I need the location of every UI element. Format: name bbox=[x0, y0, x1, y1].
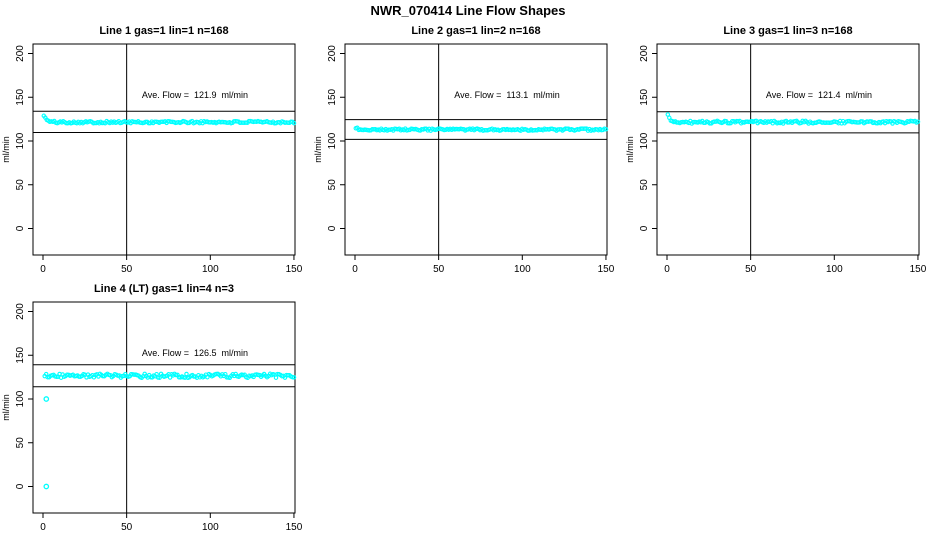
x-tick-label: 0 bbox=[664, 264, 670, 275]
x-tick-label: 100 bbox=[202, 522, 219, 533]
panel-line3: 0 50 100 150 200 0 50 100 150 ml/min Line 3 gas=1… bbox=[624, 18, 926, 280]
panel-title-line2: Line 2 gas=1 lin=2 n=168 bbox=[411, 25, 541, 37]
x-tick-label: 150 bbox=[598, 264, 614, 275]
data-points bbox=[42, 371, 297, 490]
panel-title-line3: Line 3 gas=1 lin=3 n=168 bbox=[723, 25, 853, 37]
y-tick-label: 100 bbox=[327, 132, 338, 149]
y-tick-label: 150 bbox=[639, 88, 650, 105]
y-tick-label: 150 bbox=[15, 88, 26, 105]
plot-line4: 0 50 100 150 200 0 50 100 150 ml/min bbox=[1, 301, 302, 533]
x-tick-label: 100 bbox=[826, 264, 843, 275]
y-tick-label: 200 bbox=[15, 45, 26, 62]
x-tick-label: 50 bbox=[433, 264, 445, 275]
y-tick-label: 100 bbox=[15, 132, 26, 149]
panel-line2: 0 50 100 150 200 0 50 100 150 ml/min Line 2 gas=1… bbox=[312, 18, 614, 280]
x-tick-label: 50 bbox=[121, 264, 133, 275]
x-tick-label: 0 bbox=[40, 264, 46, 275]
y-tick-label: 50 bbox=[639, 179, 650, 191]
x-tick-label: 150 bbox=[286, 522, 302, 533]
y-tick-label: 150 bbox=[327, 88, 338, 105]
y-tick-label: 0 bbox=[15, 483, 26, 489]
y-axis-label: ml/min bbox=[625, 136, 635, 163]
data-points bbox=[665, 112, 921, 126]
y-tick-label: 100 bbox=[15, 390, 26, 407]
y-tick-label: 50 bbox=[15, 179, 26, 191]
panel-title-line4: Line 4 (LT) gas=1 lin=4 n=3 bbox=[93, 283, 235, 295]
ave-flow-annotation-line4: Ave. Flow = 126.5 ml/min bbox=[141, 348, 249, 358]
ave-flow-annotation-line2: Ave. Flow = 113.1 ml/min bbox=[454, 90, 560, 100]
plot-line3: 0 50 100 150 200 0 50 100 150 ml/min bbox=[625, 43, 926, 275]
x-tick-label: 50 bbox=[745, 264, 757, 275]
y-axis-label: ml/min bbox=[1, 136, 11, 163]
x-tick-label: 100 bbox=[202, 264, 219, 275]
y-tick-label: 150 bbox=[15, 346, 26, 363]
plot-box bbox=[32, 301, 296, 514]
y-tick-label: 0 bbox=[639, 225, 650, 231]
y-tick-label: 100 bbox=[639, 132, 650, 149]
outlier-point bbox=[43, 396, 50, 402]
y-tick-label: 200 bbox=[15, 303, 26, 320]
panel-title-line1: Line 1 gas=1 lin=1 n=168 bbox=[99, 25, 229, 37]
y-tick-label: 0 bbox=[327, 225, 338, 231]
y-tick-label: 0 bbox=[15, 225, 26, 231]
plot-box bbox=[344, 43, 608, 256]
y-tick-label: 50 bbox=[15, 437, 26, 449]
x-tick-label: 0 bbox=[352, 264, 358, 275]
x-tick-label: 100 bbox=[514, 264, 531, 275]
data-points bbox=[353, 125, 609, 133]
plot-box bbox=[656, 43, 920, 256]
y-axis-label: ml/min bbox=[1, 394, 11, 421]
y-tick-label: 200 bbox=[639, 45, 650, 62]
x-tick-label: 150 bbox=[286, 264, 302, 275]
plot-box bbox=[32, 43, 296, 256]
y-axis-label: ml/min bbox=[313, 136, 323, 163]
data-points bbox=[41, 113, 297, 126]
ave-flow-annotation-line3: Ave. Flow = 121.4 ml/min bbox=[765, 90, 873, 100]
ave-flow-annotation-line1: Ave. Flow = 121.9 ml/min bbox=[141, 90, 249, 100]
x-tick-label: 0 bbox=[40, 522, 46, 533]
plot-line2: 0 50 100 150 200 0 50 100 150 ml/min bbox=[313, 43, 614, 275]
x-tick-label: 50 bbox=[121, 522, 133, 533]
panel-line1: 0 50 100 150 200 0 50 100 150 ml/min Line 1 gas=1… bbox=[0, 18, 302, 280]
x-tick-label: 150 bbox=[910, 264, 926, 275]
panel-line4: 0 50 100 150 200 0 50 100 150 ml/min Line 4 (LT) … bbox=[0, 276, 302, 538]
outlier-point bbox=[43, 483, 50, 490]
plot-line1: 0 50 100 150 200 0 50 100 150 ml/min bbox=[1, 43, 302, 275]
figure-title: NWR_070414 Line Flow Shapes bbox=[370, 3, 566, 18]
y-tick-label: 50 bbox=[327, 179, 338, 191]
y-tick-label: 200 bbox=[327, 45, 338, 62]
